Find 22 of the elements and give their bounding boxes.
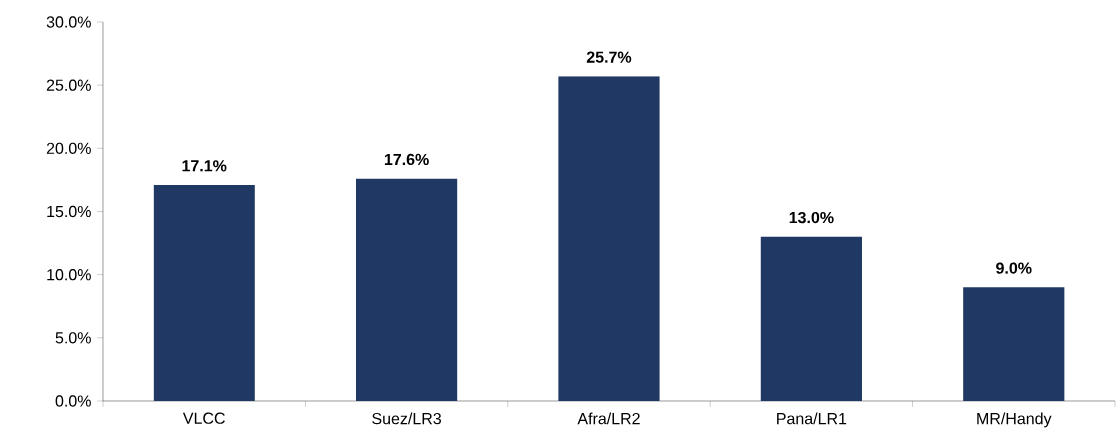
bar (558, 76, 660, 401)
y-tick-label: 20.0% (46, 142, 91, 154)
x-tick-label: MR/Handy (977, 412, 1052, 428)
data-label: 13.0% (789, 211, 834, 224)
y-tick-label: 0.0% (55, 395, 91, 407)
y-tick-label: 25.0% (46, 79, 91, 91)
x-tick-label: VLCC (182, 412, 225, 424)
x-tick-label: Pana/LR1 (777, 412, 847, 425)
data-label: 17.6% (384, 153, 429, 166)
x-tick-label: Suez/LR3 (372, 412, 442, 425)
bar (963, 287, 1065, 401)
bar (153, 184, 255, 401)
bar (760, 236, 862, 401)
x-tick-label: Afra/LR2 (577, 412, 640, 425)
y-tick-label: 5.0% (55, 332, 91, 344)
y-tick-label: 30.0% (46, 16, 91, 28)
y-tick-label: 15.0% (47, 205, 91, 218)
data-label: 25.7% (586, 51, 632, 63)
y-tick-label: 10.0% (47, 269, 91, 281)
bar (355, 178, 458, 401)
data-label: 17.1% (182, 160, 227, 172)
data-label: 9.0% (996, 262, 1032, 274)
